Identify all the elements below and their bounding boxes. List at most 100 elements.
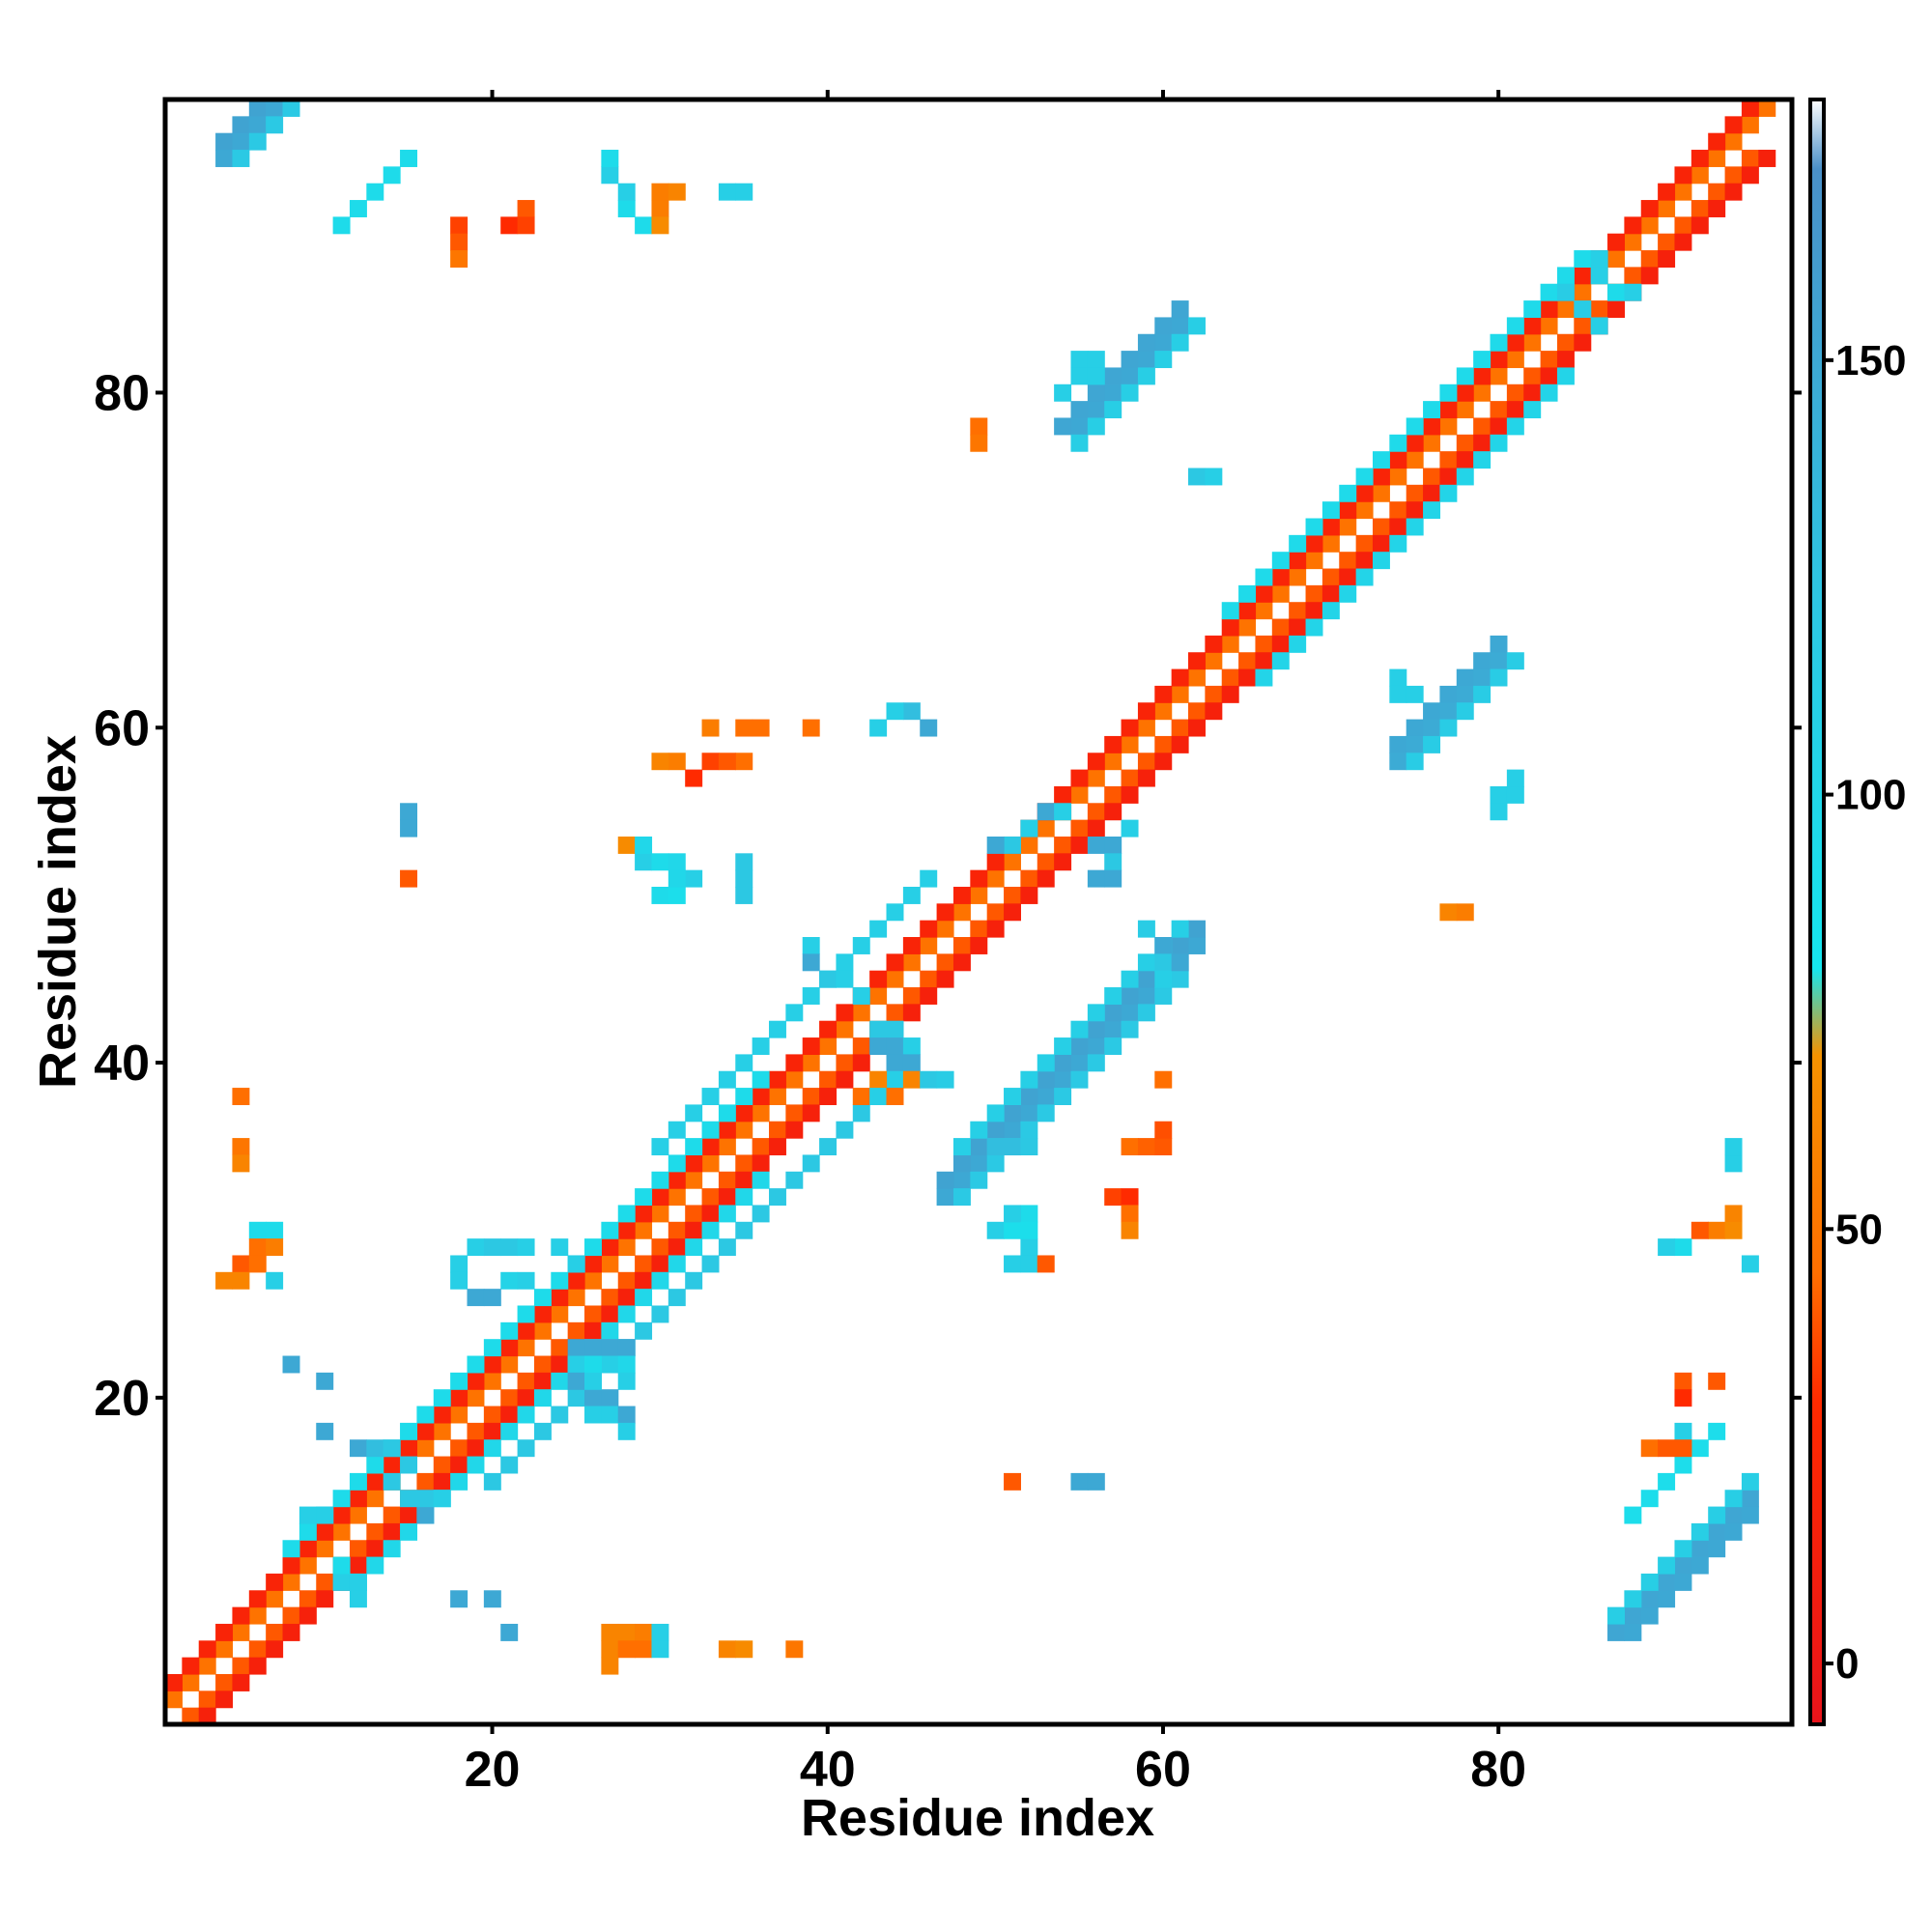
heatmap-cell xyxy=(1104,869,1122,888)
heatmap-cell xyxy=(1087,401,1105,419)
heatmap-cell xyxy=(248,1255,267,1273)
heatmap-cell xyxy=(316,1506,334,1524)
heatmap-cell xyxy=(248,132,267,151)
heatmap-cell xyxy=(1137,920,1155,938)
heatmap-cell xyxy=(635,1205,653,1223)
heatmap-cell xyxy=(1020,1205,1038,1223)
heatmap-cell xyxy=(182,1707,200,1725)
heatmap-cell xyxy=(1154,1121,1173,1139)
heatmap-cell xyxy=(1054,1054,1072,1072)
heatmap-cell xyxy=(952,1188,971,1207)
heatmap-cell xyxy=(1171,668,1189,687)
heatmap-cell xyxy=(936,970,954,988)
heatmap-cell xyxy=(886,702,904,721)
heatmap-cell xyxy=(1104,384,1122,402)
heatmap-cell xyxy=(1171,317,1189,335)
heatmap-cell xyxy=(1372,534,1390,553)
heatmap-cell xyxy=(617,1406,636,1424)
heatmap-cell xyxy=(416,1422,435,1440)
heatmap-cell xyxy=(1724,1506,1743,1524)
heatmap-cell xyxy=(1004,1104,1021,1122)
heatmap-cell xyxy=(651,753,669,771)
heatmap-cell xyxy=(1724,1221,1743,1239)
heatmap-cell xyxy=(668,853,686,871)
heatmap-cell xyxy=(383,1540,401,1558)
heatmap-cell xyxy=(416,1490,435,1508)
x-axis-title: Residue index xyxy=(801,1789,1154,1847)
heatmap-cell xyxy=(450,1590,469,1608)
heatmap-cell xyxy=(1154,970,1173,988)
heatmap-cell xyxy=(651,1640,669,1659)
heatmap-cell xyxy=(952,903,971,922)
heatmap-cell xyxy=(1607,250,1625,268)
heatmap-cell xyxy=(601,1406,619,1424)
heatmap-cell xyxy=(1221,618,1239,637)
heatmap-cell xyxy=(1355,552,1374,570)
heatmap-cell xyxy=(1087,753,1105,771)
heatmap-cell xyxy=(735,1054,753,1072)
heatmap-cell xyxy=(668,1154,686,1173)
heatmap-cell xyxy=(1658,1590,1676,1608)
heatmap-cell xyxy=(1741,116,1759,134)
heatmap-cell xyxy=(248,1238,267,1257)
heatmap-cell xyxy=(936,903,954,922)
heatmap-cell xyxy=(266,1221,284,1239)
heatmap-cell xyxy=(1087,367,1105,385)
heatmap-cell xyxy=(1104,735,1122,753)
heatmap-cell xyxy=(1674,1573,1692,1591)
heatmap-cell xyxy=(1724,166,1743,185)
heatmap-cell xyxy=(1690,1439,1709,1458)
heatmap-cell xyxy=(635,1271,653,1290)
heatmap-cell xyxy=(617,1271,636,1290)
heatmap-cell xyxy=(869,970,888,988)
heatmap-cell xyxy=(1070,1472,1089,1491)
heatmap-cell xyxy=(1473,451,1492,469)
heatmap-cell xyxy=(1121,367,1139,385)
heatmap-cell xyxy=(1674,1556,1692,1575)
heatmap-cell xyxy=(802,1104,820,1122)
heatmap-cell xyxy=(483,1372,501,1390)
heatmap-cell xyxy=(735,1188,753,1207)
heatmap-cell xyxy=(1154,1138,1173,1156)
heatmap-cell xyxy=(1708,1422,1726,1440)
heatmap-cell xyxy=(970,434,988,452)
heatmap-cell xyxy=(920,1070,938,1089)
heatmap-cell xyxy=(1070,769,1089,787)
heatmap-cell xyxy=(617,836,636,854)
heatmap-cell xyxy=(383,166,401,185)
heatmap-cell xyxy=(533,1389,552,1407)
heatmap-cell xyxy=(1305,518,1323,536)
heatmap-cell xyxy=(635,1640,653,1659)
heatmap-cell xyxy=(617,1289,636,1307)
heatmap-cell xyxy=(685,1221,703,1239)
heatmap-cell xyxy=(1456,384,1474,402)
heatmap-cell xyxy=(483,1422,501,1440)
heatmap-cell xyxy=(232,1255,250,1273)
heatmap-cell xyxy=(1624,1590,1642,1608)
heatmap-cell xyxy=(1423,417,1441,436)
heatmap-cell xyxy=(483,1590,501,1608)
heatmap-cell xyxy=(1004,853,1021,871)
heatmap-cell xyxy=(886,1088,904,1106)
heatmap-cell xyxy=(383,1439,401,1458)
heatmap-cell xyxy=(1423,702,1441,721)
colorbar-tick-label: 100 xyxy=(1835,772,1906,819)
heatmap-cell xyxy=(1574,333,1592,352)
heatmap-cell xyxy=(617,1355,636,1374)
heatmap-cell xyxy=(266,1238,284,1257)
heatmap-cells xyxy=(165,99,1776,1725)
heatmap-cell xyxy=(1674,1372,1692,1390)
heatmap-cell xyxy=(282,99,300,117)
heatmap-cell xyxy=(718,1171,736,1189)
heatmap-cell xyxy=(1708,1522,1726,1541)
heatmap-cell xyxy=(701,1154,720,1173)
heatmap-cell xyxy=(500,1456,519,1474)
heatmap-cell xyxy=(819,1037,838,1055)
heatmap-cell xyxy=(869,987,888,1005)
heatmap-cell xyxy=(1087,769,1105,787)
heatmap-cell xyxy=(869,1020,888,1038)
heatmap-cell xyxy=(617,1305,636,1323)
heatmap-cell xyxy=(1456,367,1474,385)
heatmap-cell xyxy=(701,1205,720,1223)
heatmap-cell xyxy=(517,1271,535,1290)
